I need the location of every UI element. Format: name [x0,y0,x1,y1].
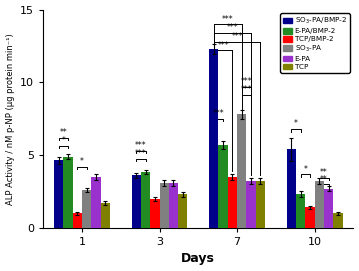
X-axis label: Days: Days [181,253,215,265]
Bar [159,183,169,228]
Bar [287,149,296,228]
Text: ***: *** [241,85,252,94]
Bar [228,177,237,228]
Text: *: * [294,120,298,128]
Text: ***: *** [135,149,147,158]
Text: ***: *** [231,32,243,41]
Text: *: * [61,136,65,145]
Text: ***: *** [241,77,252,86]
Bar [63,157,73,228]
Bar [219,145,228,228]
Bar [101,203,110,228]
Y-axis label: ALP Activity / nM p-NP (µg protein min⁻¹): ALP Activity / nM p-NP (µg protein min⁻¹… [5,33,15,205]
Bar [314,181,324,228]
Bar [333,213,342,228]
Text: **: ** [320,175,328,184]
Bar [296,194,306,228]
Text: **: ** [320,168,328,177]
Bar [91,177,101,228]
Bar [306,208,314,228]
Bar [132,175,141,228]
Text: ***: *** [135,141,147,150]
Bar [237,114,246,228]
Bar [150,199,159,228]
Bar [209,49,219,228]
Text: ***: *** [213,109,224,118]
Bar [82,190,91,228]
Bar [256,181,265,228]
Text: **: ** [60,128,67,137]
Bar [246,181,256,228]
Text: ***: *** [217,41,229,50]
Bar [73,213,82,228]
Text: *: * [303,164,307,174]
Text: ***: *** [222,15,234,24]
Bar [141,172,150,228]
Bar [169,183,178,228]
Bar [178,194,187,228]
Bar [324,189,333,228]
Legend: SO$_3$-PA/BMP-2, E-PA/BMP-2, TCP/BMP-2, SO$_3$-PA, E-PA, TCP: SO$_3$-PA/BMP-2, E-PA/BMP-2, TCP/BMP-2, … [280,13,350,73]
Text: ***: *** [227,23,238,33]
Text: *: * [80,157,84,166]
Bar [54,160,63,228]
